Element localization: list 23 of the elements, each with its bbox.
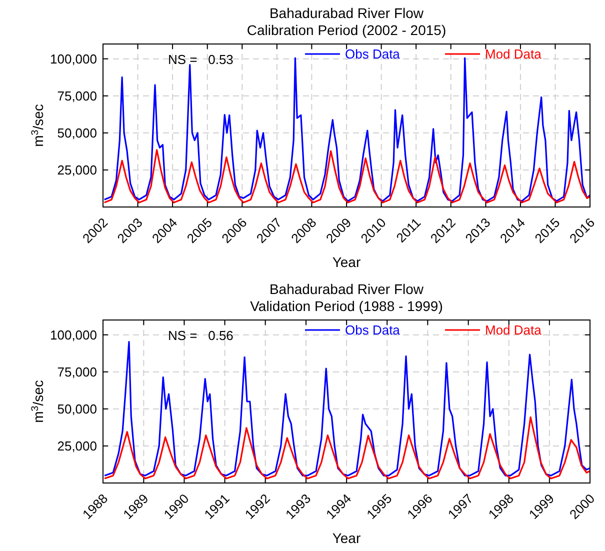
y-tick-label: 50,000: [57, 401, 97, 416]
line-series: [104, 149, 591, 204]
series-label: Obs Data: [345, 322, 401, 338]
line-series: [104, 416, 591, 480]
annotation: NS = 0.53: [168, 52, 234, 67]
y-tick-label: 25,000: [57, 438, 97, 454]
y-tick-label: 100,000: [50, 51, 97, 66]
y-tick-label: 75,000: [57, 364, 97, 380]
y-tick-label: 50,000: [57, 125, 97, 140]
legend-label: Mod Data: [485, 322, 542, 338]
text: Mod Data: [485, 46, 542, 62]
x-axis-title: Year: [332, 254, 361, 270]
chart-subtitle: Validation Period (1988 - 1999): [250, 298, 443, 314]
chart-subtitle: Calibration Period (2002 - 2015): [246, 22, 446, 38]
line-series: [104, 340, 591, 476]
text: Obs Data: [345, 46, 401, 62]
y-tick-label: 25,000: [57, 162, 97, 178]
annotation: NS = 0.56: [168, 328, 234, 343]
chart-title: Bahadurabad River Flow: [269, 5, 424, 21]
y-tick-label: 75,000: [57, 88, 97, 104]
chart-title: Bahadurabad River Flow: [269, 281, 424, 297]
x-axis-title: Year: [332, 530, 361, 546]
y-tick-label: 100,000: [50, 327, 97, 342]
